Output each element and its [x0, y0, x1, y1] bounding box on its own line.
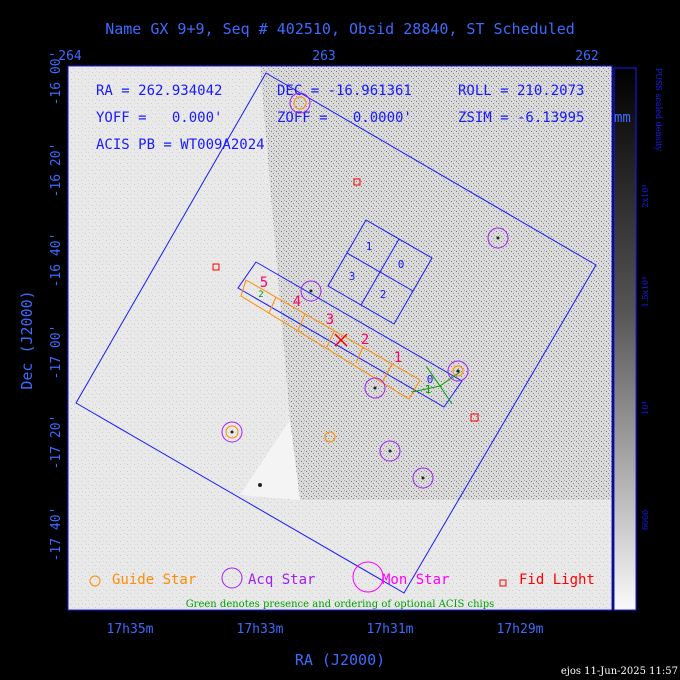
acis-i-chip-label: 0: [398, 258, 405, 271]
top-axis: 264 263 262: [58, 49, 598, 64]
colorbar-tick: 6000: [641, 510, 650, 530]
left-tick-label: -16 40': [49, 233, 64, 288]
fid-lights: [212, 178, 479, 422]
info-acis: ACIS PB = WT009A2024: [96, 137, 265, 153]
fid-light: [353, 178, 361, 186]
colorbar: PUSS scaled density 2x10⁴ 1.5x10⁴ 10⁴ 60…: [613, 67, 663, 611]
acq-star: [364, 377, 386, 399]
acis-s-optional-label: 2: [258, 290, 263, 300]
colorbar-label: PUSS scaled density: [654, 68, 663, 152]
acis-s-outline: [237, 261, 463, 408]
top-tick-label: 264: [58, 49, 82, 64]
fid-light: [212, 263, 220, 271]
acis-s-chip-label: 5: [260, 275, 268, 291]
left-tick-label: -16 00': [49, 51, 64, 106]
legend-mon-label: Mon Star: [382, 572, 449, 588]
acis-s-chip-label-blue: 0: [427, 373, 434, 386]
acq-star: [379, 440, 401, 462]
acq-star: [447, 360, 469, 382]
legend-guide-label: Guide Star: [112, 572, 196, 588]
colorbar-tick: 2x10⁴: [641, 185, 650, 208]
bottom-tick-label: 17h33m: [237, 622, 284, 637]
legend-acq-label: Acq Star: [248, 572, 315, 588]
acis-s-optional-chip: [411, 365, 461, 405]
chart-title: Name GX 9+9, Seq # 402510, Obsid 28840, …: [105, 20, 575, 38]
legend-fid-label: Fid Light: [519, 572, 595, 588]
left-tick-label: -17 20': [49, 415, 64, 470]
acis-s-chip-label: 1: [394, 350, 402, 366]
left-tick-label: -16 20': [49, 143, 64, 198]
acq-star: [221, 421, 243, 443]
x-axis-label: RA (J2000): [295, 651, 385, 669]
acis-i-chip-label: 2: [380, 288, 387, 301]
bottom-tick-label: 17h35m: [107, 622, 154, 637]
legend-fid-icon: [499, 579, 507, 587]
acis-i-chip-label: 1: [366, 240, 373, 253]
aim-point-marker: [334, 333, 348, 347]
guide-star: [452, 365, 464, 377]
acis-s-chip-label: 2: [361, 332, 369, 348]
legend: Guide Star Acq Star Mon Star Fid Light G…: [89, 561, 595, 610]
acis-s-chip-label: 3: [326, 312, 334, 328]
legend-acq-icon: [221, 567, 243, 589]
guide-star: [225, 425, 239, 439]
fid-light: [470, 413, 479, 422]
info-ra: RA = 262.934042: [96, 83, 222, 99]
acis-i-array: 1 0 3 2: [327, 219, 433, 325]
field-stars: [230, 236, 500, 487]
info-dec: DEC = -16.961361: [277, 83, 412, 99]
acq-star: [412, 467, 434, 489]
footer-stamp: ejos 11-Jun-2025 11:57: [561, 666, 678, 677]
acq-star: [300, 280, 322, 302]
top-tick-label: 263: [312, 49, 335, 64]
acis-s-chip-labels: 5 4 3 2 1: [260, 275, 402, 366]
acis-s-array: [240, 279, 421, 400]
acis-s-chip-label: 4: [293, 294, 301, 310]
top-tick-label: 262: [575, 49, 598, 64]
y-axis-label: Dec (J2000): [18, 290, 36, 389]
field-of-view-box: [75, 72, 597, 594]
info-yoff: YOFF = 0.000': [96, 110, 222, 126]
bottom-tick-label: 17h31m: [367, 622, 414, 637]
acq-star: [289, 92, 311, 114]
acis-s-optional-label: 1: [425, 383, 432, 396]
acq-star: [487, 227, 509, 249]
colorbar-tick: 10⁴: [641, 401, 650, 414]
left-tick-label: -17 00': [49, 325, 64, 380]
info-roll: ROLL = 210.2073: [458, 83, 584, 99]
info-zoff: ZOFF = 0.0000': [277, 110, 412, 126]
guide-star: [324, 431, 336, 443]
info-zsim: ZSIM = -6.13995: [458, 110, 584, 126]
left-tick-label: -17 40': [49, 507, 64, 562]
legend-note: Green denotes presence and ordering of o…: [186, 599, 495, 610]
info-zsim-overflow: mm: [614, 110, 631, 126]
bottom-tick-label: 17h29m: [497, 622, 544, 637]
acq-stars: [221, 92, 509, 489]
guide-star: [293, 96, 307, 110]
legend-guide-icon: [89, 575, 101, 587]
left-axis: -16 00' -16 20' -16 40' -17 00' -17 20' …: [49, 51, 64, 562]
legend-mon-icon: [352, 561, 384, 593]
acis-i-chip-label: 3: [349, 270, 356, 283]
bottom-axis: 17h35m 17h33m 17h31m 17h29m: [107, 622, 544, 637]
pointing-info: RA = 262.934042 DEC = -16.961361 ROLL = …: [96, 83, 631, 153]
colorbar-tick: 1.5x10⁴: [641, 277, 650, 308]
guide-stars: [225, 96, 464, 443]
